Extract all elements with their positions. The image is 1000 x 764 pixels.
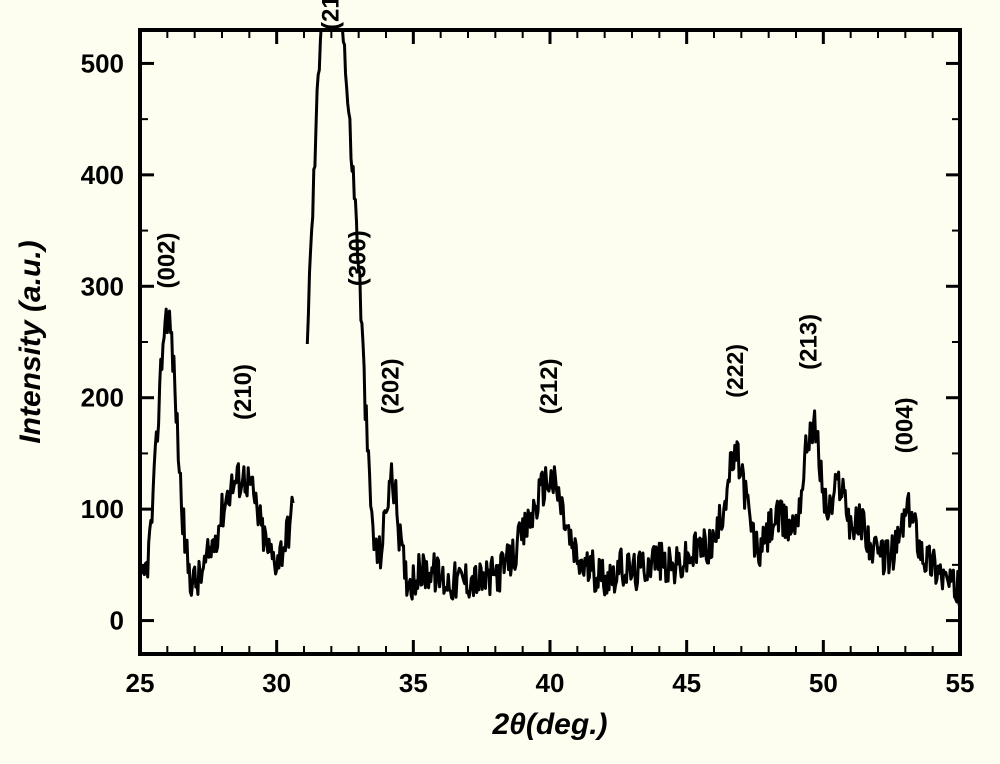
svg-text:(004): (004) xyxy=(891,397,918,453)
svg-text:100: 100 xyxy=(81,494,124,524)
svg-text:(222): (222) xyxy=(722,344,748,398)
svg-text:25: 25 xyxy=(126,668,155,698)
svg-text:(210): (210) xyxy=(230,364,257,420)
svg-text:300: 300 xyxy=(81,271,124,301)
xrd-chart: 25 30 35 40 45 50 55 0 100 200 300 400 500 2θ(deg.) In… xyxy=(0,0,1000,764)
svg-text:(300): (300) xyxy=(345,230,372,286)
svg-text:55: 55 xyxy=(946,668,975,698)
svg-text:(213): (213) xyxy=(796,314,823,370)
svg-text:(002): (002) xyxy=(153,232,180,288)
svg-text:Intensity (a.u.): Intensity (a.u.) xyxy=(14,240,47,443)
svg-text:45: 45 xyxy=(672,668,701,698)
svg-text:30: 30 xyxy=(262,668,291,698)
svg-text:400: 400 xyxy=(81,160,124,190)
svg-text:35: 35 xyxy=(399,668,428,698)
svg-text:(211): (211) xyxy=(317,0,344,30)
svg-text:0: 0 xyxy=(110,606,124,636)
chart-svg: 25 30 35 40 45 50 55 0 100 200 300 400 500 2θ(deg.) In… xyxy=(0,0,1000,764)
svg-text:40: 40 xyxy=(536,668,565,698)
svg-text:(212): (212) xyxy=(536,358,563,414)
svg-text:2θ(deg.): 2θ(deg.) xyxy=(491,708,607,741)
svg-text:200: 200 xyxy=(81,383,124,413)
svg-text:(202): (202) xyxy=(377,358,404,414)
svg-text:500: 500 xyxy=(81,48,124,78)
svg-text:50: 50 xyxy=(809,668,838,698)
